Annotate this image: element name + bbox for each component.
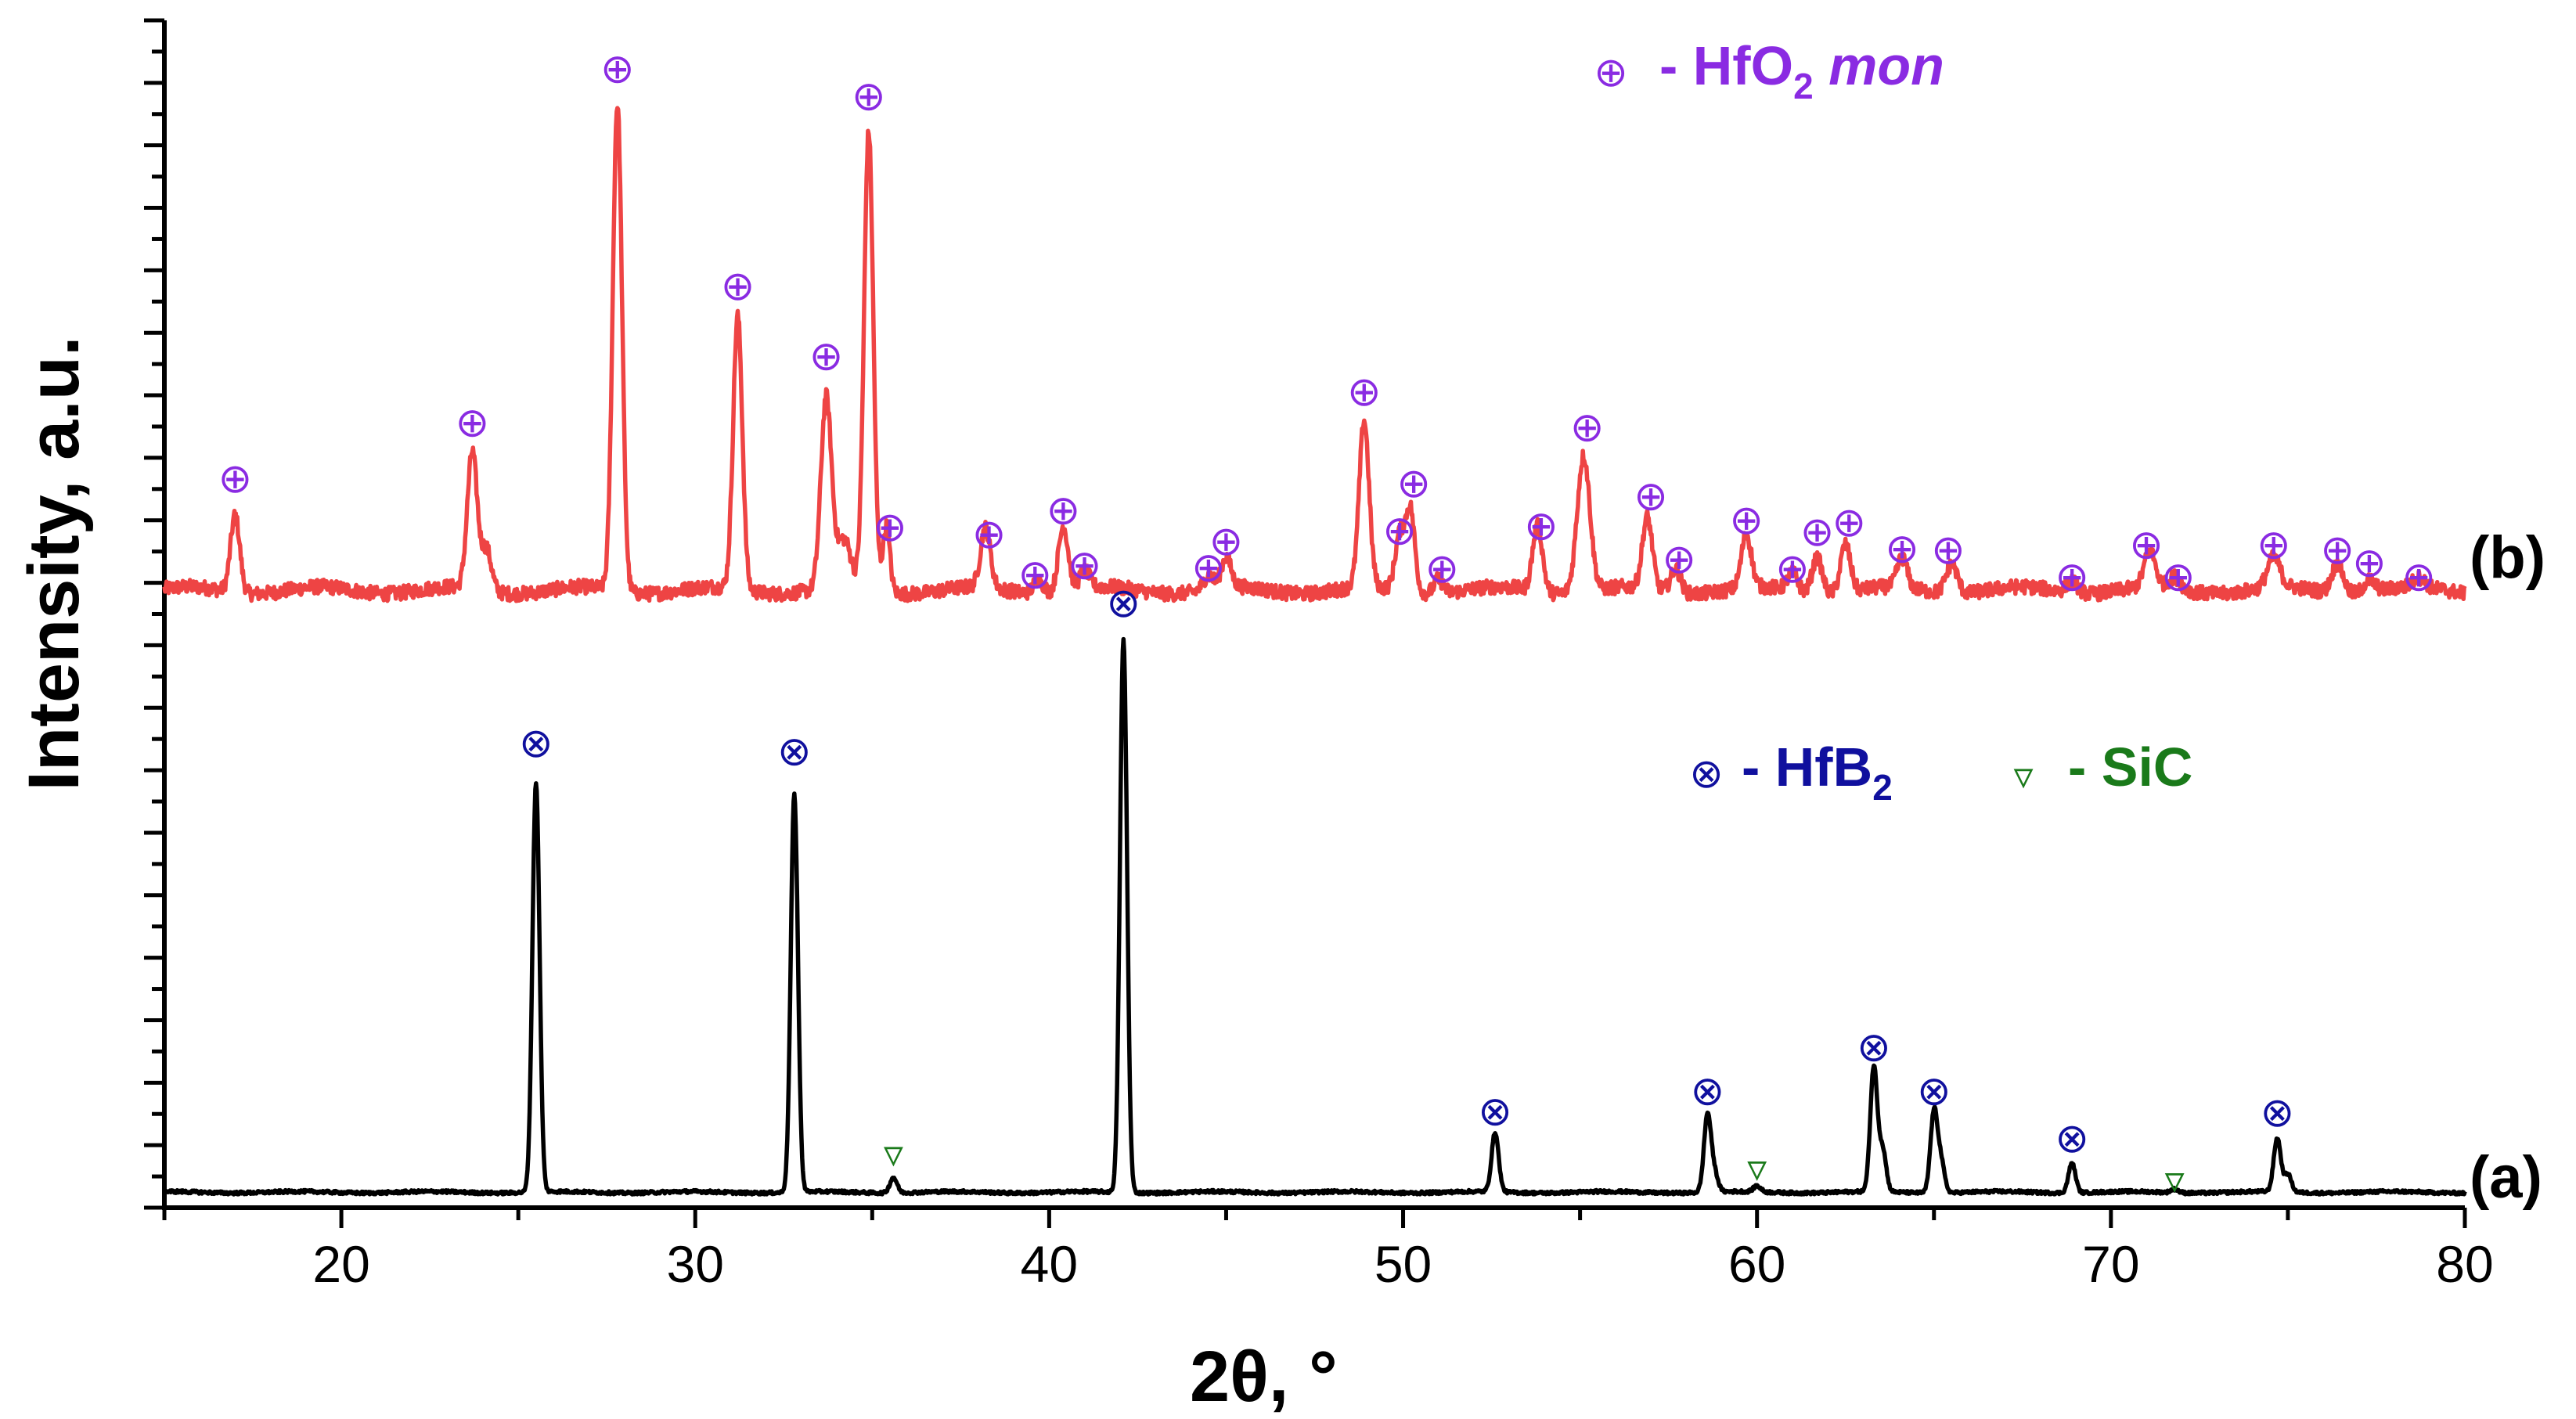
series-label-b: (b) xyxy=(2470,524,2545,591)
legend-hfb2: ⊗ - HfB2 xyxy=(1689,737,1893,808)
series-label-a: (a) xyxy=(2470,1144,2542,1211)
svg-text:- HfB2: - HfB2 xyxy=(1742,737,1893,808)
legend-hfb2-symbol: ⊗ xyxy=(1689,751,1724,798)
hfo2-marker: ⊕ xyxy=(1832,499,1866,546)
hfo2-marker: ⊕ xyxy=(456,399,490,446)
hfb2-marker: ⊗ xyxy=(1857,1024,1891,1071)
hfo2-marker: ⊕ xyxy=(2401,554,2436,601)
legend-hfb2-sub: 2 xyxy=(1872,767,1893,808)
hfb2-marker: ⊗ xyxy=(1478,1088,1512,1135)
hfo2-marker: ⊕ xyxy=(1018,552,1053,599)
hfo2-marker: ⊕ xyxy=(1662,536,1696,583)
x-axis-title: 2θ, ° xyxy=(1190,1337,1338,1417)
legend-hfo2-symbol: ⊕ xyxy=(1594,49,1628,96)
legend-hfo2-sub: 2 xyxy=(1793,66,1814,106)
y-axis-title: Intensity, a.u. xyxy=(14,336,94,791)
trace-a xyxy=(163,636,2467,1197)
hfb2-marker: ⊗ xyxy=(1917,1068,1951,1115)
hfo2-marker: ⊕ xyxy=(2352,539,2387,586)
hfo2-marker: ⊕ xyxy=(2055,554,2089,601)
legend-hfo2-italic: mon xyxy=(1828,35,1944,96)
hfo2-marker: ⊕ xyxy=(2161,554,2196,601)
legend-hfo2: ⊕ - HfO2 mon xyxy=(1594,35,1944,106)
hfo2-marker: ⊕ xyxy=(1570,405,1605,452)
legend-hfo2-text: - HfO xyxy=(1659,35,1793,96)
traces xyxy=(162,106,2467,1197)
hfo2-marker: ⊕ xyxy=(1382,508,1417,555)
hfo2-marker: ⊕ xyxy=(873,504,907,551)
legend-hfb2-text: - HfB xyxy=(1742,737,1872,798)
x-tick-label: 70 xyxy=(2082,1235,2139,1293)
legend-sic: ▿ - SiC xyxy=(2013,737,2192,798)
y-ticks xyxy=(144,18,164,1210)
hfo2-marker: ⊕ xyxy=(1396,460,1431,507)
trace-b xyxy=(162,106,2467,603)
hfo2-marker: ⊕ xyxy=(1775,546,1810,592)
hfo2-marker: ⊕ xyxy=(852,73,886,120)
hfo2-marker: ⊕ xyxy=(218,456,253,502)
hfo2-marker: ⊕ xyxy=(1347,369,1382,416)
x-tick-label: 40 xyxy=(1021,1235,1078,1293)
hfo2-marker: ⊕ xyxy=(600,45,635,92)
x-tick-label: 60 xyxy=(1728,1235,1785,1293)
hfo2-marker: ⊕ xyxy=(1634,474,1668,520)
hfo2-marker: ⊕ xyxy=(1425,546,1459,592)
hfo2-marker: ⊕ xyxy=(1729,497,1764,544)
hfo2-marker: ⊕ xyxy=(972,511,1007,558)
hfo2-marker: ⊕ xyxy=(1047,488,1081,535)
hfb2-marker: ⊗ xyxy=(1107,580,1141,627)
svg-text:- HfO2 mon: - HfO2 mon xyxy=(1659,35,1944,106)
hfo2-marker: ⊕ xyxy=(1191,545,1226,592)
x-tick-label: 80 xyxy=(2436,1235,2493,1293)
hfb2-marker: ⊗ xyxy=(777,729,812,776)
x-ticks xyxy=(162,1208,2467,1228)
hfb2-marker: ⊗ xyxy=(1691,1068,1725,1115)
x-tick-label: 30 xyxy=(667,1235,724,1293)
hfo2-marker: ⊕ xyxy=(2320,527,2354,574)
hfo2-marker: ⊕ xyxy=(1068,542,1102,589)
axes: 20 30 40 50 60 70 80 xyxy=(144,18,2494,1293)
x-tick-label: 20 xyxy=(312,1235,369,1293)
legend-sic-text: - SiC xyxy=(2068,737,2192,798)
hfo2-marker: ⊕ xyxy=(2257,522,2291,569)
hfo2-marker: ⊕ xyxy=(1885,525,1919,572)
sic-marker: ▿ xyxy=(884,1131,903,1176)
phase-markers: ⊕⊕⊕⊕⊕⊕⊕ ⊕⊕⊕⊕ ⊕⊕⊕⊕⊕⊕⊕⊕⊕⊕⊕⊕⊕⊕⊕ ⊕⊕⊕⊕⊕ ⊕⊕ ⊕⊗ ⊗⊗⊗ ⊗⊗… xyxy=(218,45,2436,1202)
hfb2-marker: ⊗ xyxy=(519,720,553,767)
hfo2-marker: ⊕ xyxy=(1524,502,1558,549)
x-tick-label: 50 xyxy=(1374,1235,1432,1293)
legend-sic-symbol: ▿ xyxy=(2013,753,2033,798)
hfo2-marker: ⊕ xyxy=(1209,518,1244,565)
hfo2-marker: ⊕ xyxy=(1800,509,1835,556)
hfo2-marker: ⊕ xyxy=(721,263,755,310)
x-tick-labels: 20 30 40 50 60 70 80 xyxy=(312,1235,2493,1293)
hfb2-marker: ⊗ xyxy=(2261,1089,2295,1136)
hfo2-marker: ⊕ xyxy=(1931,527,1965,574)
sic-marker: ▿ xyxy=(1747,1145,1767,1190)
hfb2-marker: ⊗ xyxy=(2055,1115,2089,1162)
sic-marker: ▿ xyxy=(2165,1158,2185,1203)
hfo2-marker: ⊕ xyxy=(2129,522,2163,569)
hfo2-marker: ⊕ xyxy=(809,333,844,380)
